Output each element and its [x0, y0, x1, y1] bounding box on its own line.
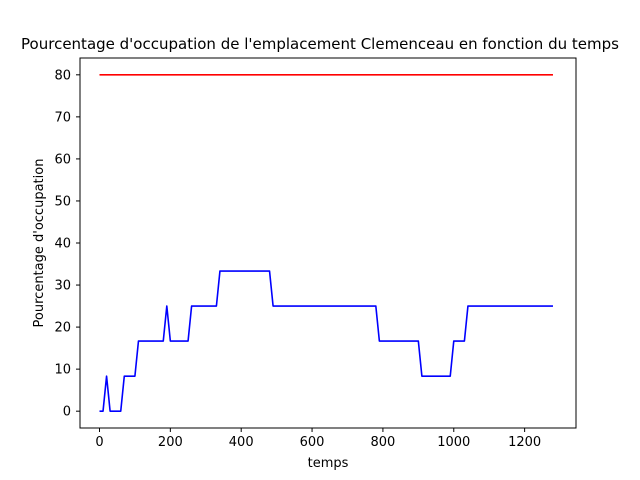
x-axis: 0 200 400 600 800 1000 1200 — [95, 428, 541, 450]
y-tick-label: 50 — [54, 194, 71, 209]
y-tick-label: 60 — [54, 152, 71, 167]
x-tick-label: 1000 — [437, 435, 470, 450]
y-axis-label: Pourcentage d'occupation — [32, 159, 47, 328]
chart-title: Pourcentage d'occupation de l'emplacemen… — [21, 35, 619, 53]
y-tick-label: 30 — [54, 279, 71, 294]
y-tick-label: 40 — [54, 237, 71, 252]
y-tick-label: 0 — [63, 405, 71, 420]
y-tick-label: 20 — [54, 321, 71, 336]
plot-area — [99, 74, 553, 412]
x-tick-label: 200 — [158, 435, 183, 450]
y-tick-label: 80 — [54, 68, 71, 83]
series-line-0 — [99, 270, 553, 412]
y-tick-label: 10 — [54, 363, 71, 378]
x-tick-label: 0 — [95, 435, 103, 450]
x-tick-label: 1200 — [508, 435, 541, 450]
y-tick-label: 70 — [54, 110, 71, 125]
y-axis: 0 10 20 30 40 50 60 70 80 — [54, 68, 80, 420]
x-axis-label: temps — [308, 456, 349, 471]
x-tick-label: 400 — [229, 435, 254, 450]
axes-frame — [79, 57, 577, 429]
x-tick-label: 600 — [300, 435, 325, 450]
x-tick-label: 800 — [371, 435, 396, 450]
